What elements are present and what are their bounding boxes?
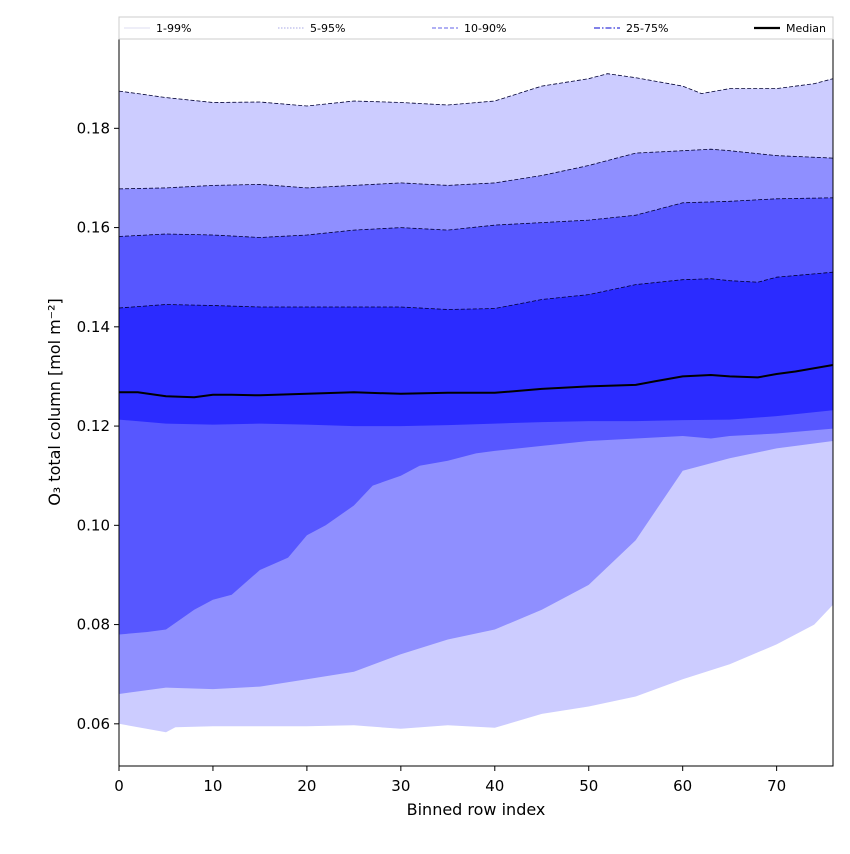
x-tick-label: 60 <box>673 777 692 795</box>
band-1-99-upper-edge <box>119 73 833 107</box>
y-tick-label: 0.06 <box>77 715 110 733</box>
x-tick-label: 0 <box>114 777 124 795</box>
legend-label-1-99: 1-99% <box>156 22 191 35</box>
legend-label-10-90: 10-90% <box>464 22 506 35</box>
x-tick-label: 50 <box>579 777 598 795</box>
band-5-95-upper-edge <box>119 148 833 190</box>
legend-label-25-75: 25-75% <box>626 22 668 35</box>
median-line <box>119 364 833 399</box>
band-10-90-upper-edge <box>119 197 833 238</box>
y-axis-label: O₃ total column [mol m⁻²] <box>45 298 64 506</box>
bands-layer <box>119 73 833 733</box>
legend-box <box>118 16 834 40</box>
median-layer <box>119 364 833 399</box>
y-axis: 0.06 0.08 0.10 0.12 0.14 0.16 0.18 <box>77 119 119 733</box>
y-tick-label: 0.08 <box>77 616 110 634</box>
x-tick-label: 40 <box>485 777 504 795</box>
x-axis: 0 10 20 30 40 50 60 70 <box>114 766 786 795</box>
legend-label-median: Median <box>786 22 826 35</box>
x-tick-label: 10 <box>203 777 222 795</box>
y-tick-label: 0.14 <box>77 318 110 336</box>
legend-label-5-95: 5-95% <box>310 22 345 35</box>
x-tick-label: 20 <box>297 777 316 795</box>
x-axis-label: Binned row index <box>407 800 546 819</box>
y-tick-label: 0.10 <box>77 516 110 534</box>
y-tick-label: 0.16 <box>77 219 110 237</box>
x-tick-label: 70 <box>767 777 786 795</box>
y-tick-label: 0.18 <box>77 119 110 137</box>
y-tick-label: 0.12 <box>77 417 110 435</box>
band-25-75 <box>119 272 833 427</box>
legend: 1-99% 5-95% 10-90% 25-75% Median <box>118 16 834 40</box>
x-tick-label: 30 <box>391 777 410 795</box>
band-25-75-upper-edge <box>119 271 833 310</box>
